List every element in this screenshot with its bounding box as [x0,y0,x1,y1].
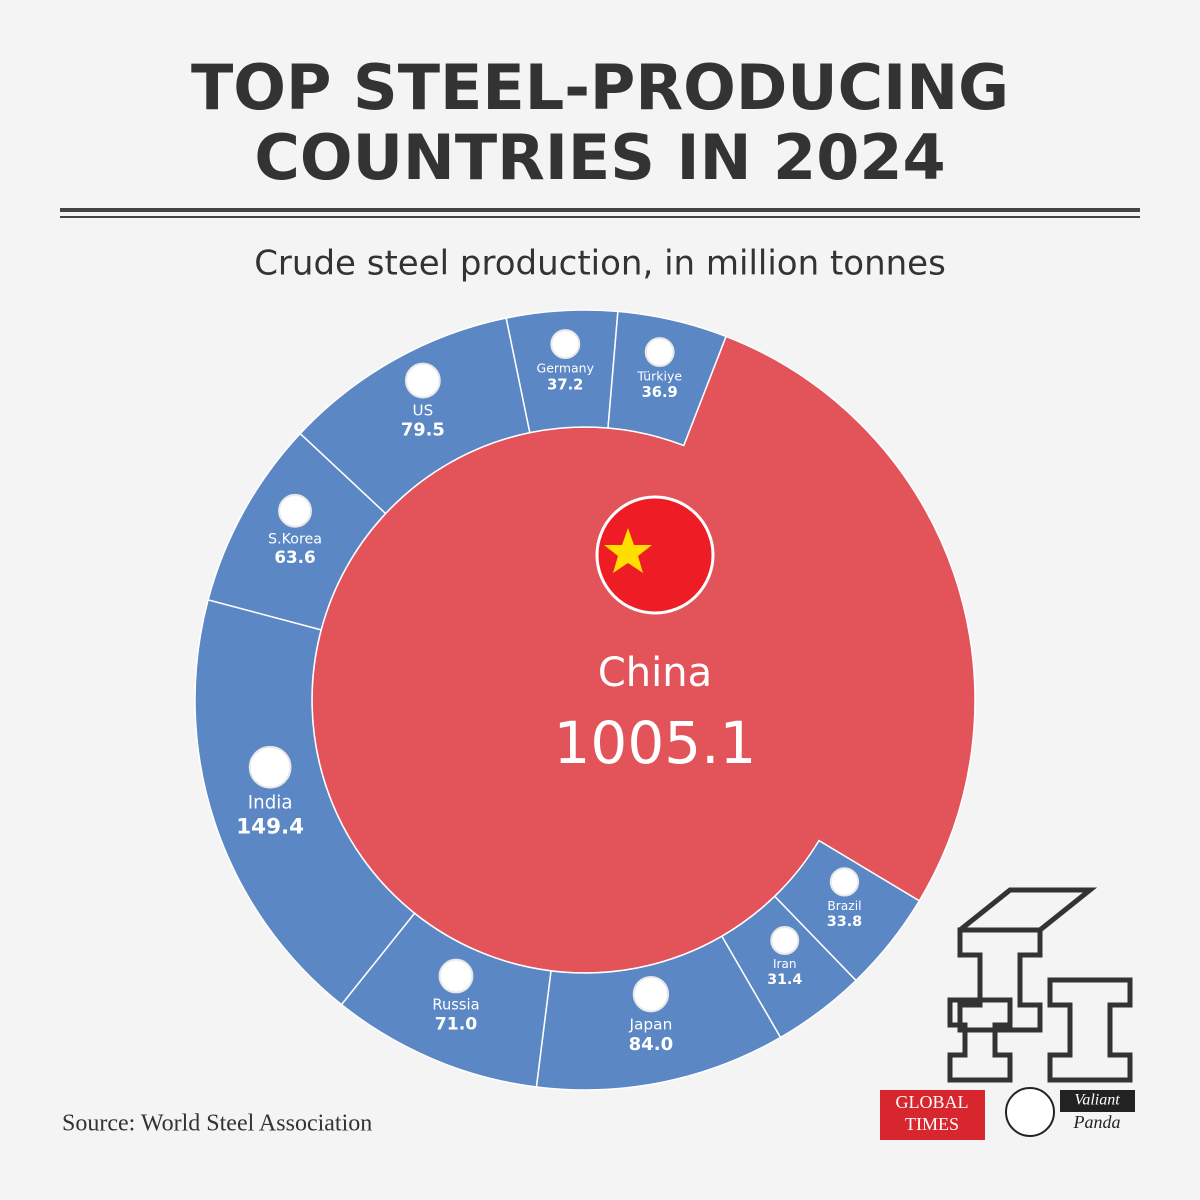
subtitle: Crude steel production, in million tonne… [254,244,946,284]
flag [438,958,474,994]
title-line: TOP STEEL-PRODUCING [191,51,1009,124]
flag [248,745,292,789]
segment [607,310,728,447]
flag [404,362,441,399]
country-label: S.Korea [268,531,322,547]
flag [278,493,312,528]
value-label: 79.5 [401,419,445,440]
value-label: 149.4 [236,814,304,839]
flag [644,337,675,368]
steel-icon [947,887,1133,1083]
source: Source: World Steel Association [62,1111,372,1137]
value-label: 71.0 [435,1014,478,1034]
title-line: COUNTRIES IN 2024 [254,121,945,194]
logo-text: TIMES [905,1114,959,1134]
logo-text: Panda [1073,1112,1121,1132]
country-label: US [413,401,434,419]
logo-text: GLOBAL [896,1092,969,1112]
flag [829,867,860,897]
rule [60,208,1140,212]
value-label: 63.6 [274,547,315,567]
country-label: Germany [537,361,595,376]
logo-box [1060,1090,1135,1112]
country-label: China [598,650,712,696]
country-label: Iran [773,957,796,971]
country-label: Türkiye [636,369,682,384]
logo-box [880,1090,985,1140]
logo-mark [1005,1087,1055,1137]
logo-text: Valiant [1074,1092,1120,1109]
logo-global-times: GLOBAL TIMES [880,1090,985,1140]
logo-valiant-panda: Valiant Panda [1005,1087,1135,1137]
flag [770,926,800,955]
country-label: Russia [432,996,479,1013]
country-label: India [248,793,293,814]
rule [60,216,1140,218]
value-label: 33.8 [827,914,862,930]
flag-star [604,528,652,573]
flag [550,329,581,360]
flag [632,975,670,1013]
country-label: Japan [628,1015,672,1033]
segment [194,598,416,1006]
value-label: 1005.1 [554,709,757,777]
value-label: 84.0 [629,1034,674,1055]
value-label: 37.2 [547,376,583,393]
country-label: Brazil [827,899,861,913]
value-label: 36.9 [642,384,678,401]
value-label: 31.4 [767,972,802,988]
flag [595,495,715,615]
